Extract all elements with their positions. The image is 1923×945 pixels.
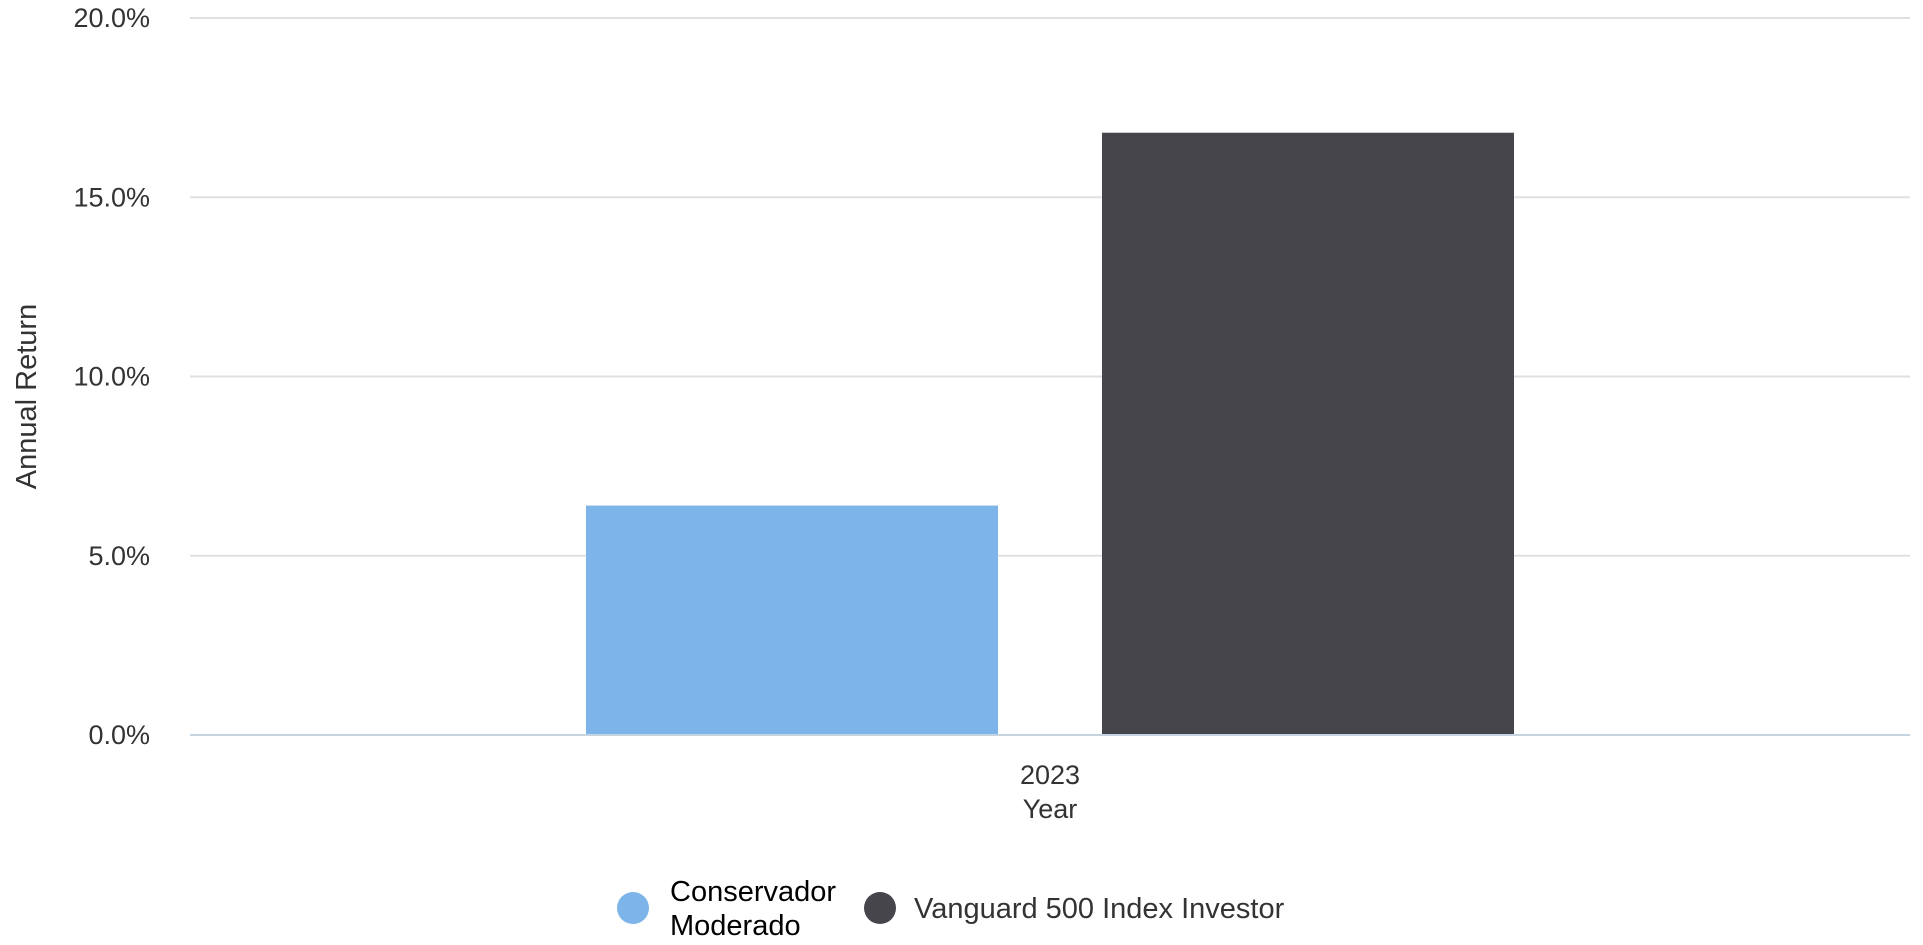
bars	[586, 132, 1514, 736]
y-tick-label: 0.0%	[88, 720, 150, 750]
y-tick-label: 5.0%	[88, 541, 150, 571]
legend-label: Vanguard 500 Index Investor	[914, 893, 1285, 925]
bar	[586, 505, 998, 735]
legend: Conservador Moderado Vanguard 500 Index In…	[617, 876, 1285, 942]
y-axis-ticks: 0.0% 5.0% 10.0% 15.0% 20.0%	[73, 3, 150, 750]
y-tick-label: 20.0%	[73, 3, 150, 33]
x-axis-label: Year	[1023, 794, 1078, 824]
y-tick-label: 15.0%	[73, 182, 150, 212]
legend-marker	[617, 892, 649, 924]
x-tick-label: 2023	[1020, 760, 1080, 790]
legend-label: Conservador Moderado	[670, 876, 836, 942]
gridlines	[190, 17, 1910, 557]
y-tick-label: 10.0%	[73, 362, 150, 392]
x-axis-ticks: 2023	[1020, 760, 1080, 790]
legend-marker	[864, 892, 896, 924]
y-axis-label: Annual Return	[11, 304, 43, 489]
bar	[1102, 132, 1514, 736]
